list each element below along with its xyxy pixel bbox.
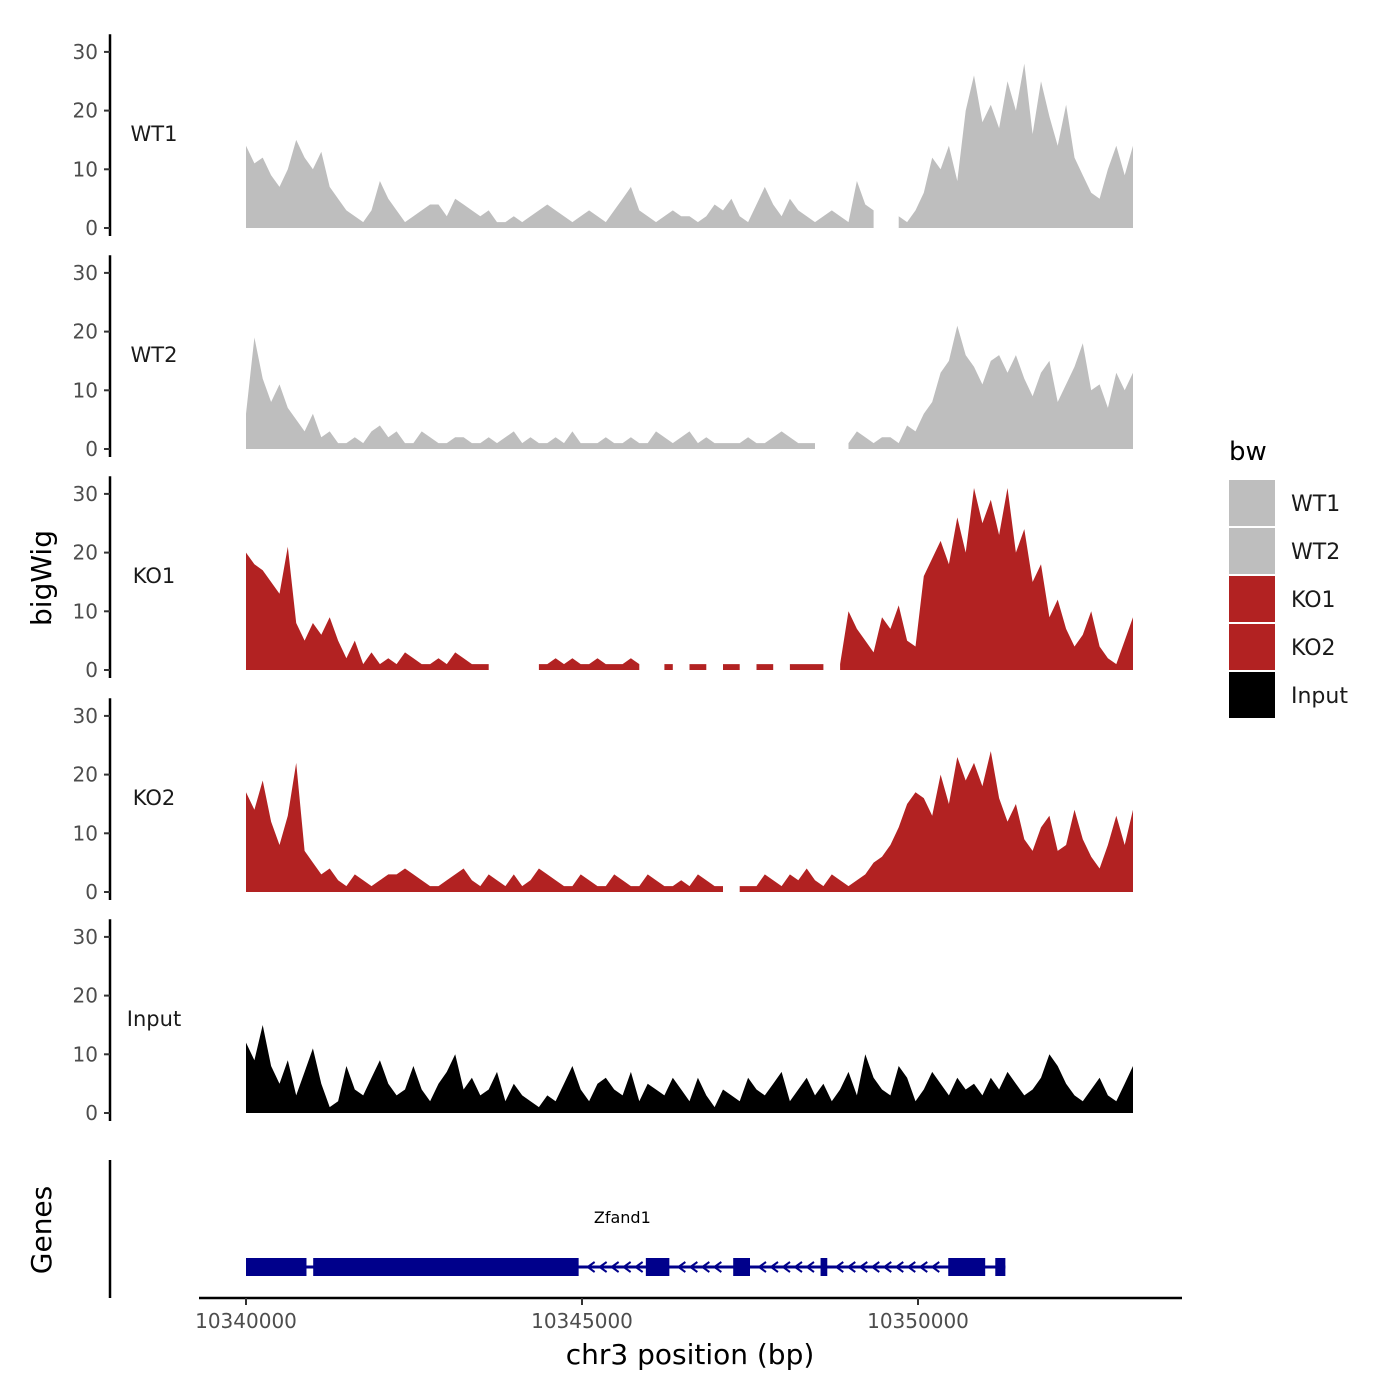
- strand-arrow: [870, 1261, 880, 1273]
- y-tick-label: 20: [73, 99, 98, 123]
- track-ko2: 0 10 20 30 KO2: [73, 698, 1133, 904]
- y-tick-label: 30: [73, 261, 98, 285]
- gene-name-label: Zfand1: [594, 1208, 651, 1227]
- coverage-area-wt1: [246, 139, 874, 228]
- y-tick-label: 10: [73, 378, 98, 402]
- gene-exon: [733, 1258, 750, 1276]
- coverage-tracks: 0 10 20 30 WT1 0 10 20 30 WT2 0 10 20 30 KO1 0 10 20 30 KO2…: [73, 34, 1133, 1125]
- track-label: Input: [127, 1007, 181, 1031]
- coverage-area-ko1: [756, 664, 774, 670]
- genes-axis-title: Genes: [25, 1186, 58, 1274]
- track-label: KO1: [133, 564, 176, 588]
- y-tick-label: 30: [73, 704, 98, 728]
- x-axis-title: chr3 position (bp): [566, 1338, 815, 1371]
- gene-track: Zfand1: [108, 1160, 1006, 1298]
- x-tick-label: 10340000: [195, 1309, 297, 1333]
- gene-exon: [995, 1258, 1006, 1276]
- track-label: KO2: [133, 786, 176, 810]
- y-tick-label: 0: [85, 216, 98, 240]
- y-tick-label: 20: [73, 984, 98, 1008]
- coverage-area-ko2: [246, 762, 723, 892]
- track-wt1: 0 10 20 30 WT1: [73, 34, 1133, 240]
- strand-arrow: [621, 1261, 632, 1273]
- coverage-area-ko1: [789, 664, 824, 670]
- strand-arrow: [597, 1261, 608, 1273]
- gene-exon: [820, 1258, 828, 1276]
- strand-arrow: [906, 1261, 916, 1273]
- y-tick-label: 0: [85, 437, 98, 461]
- y-tick-label: 0: [85, 880, 98, 904]
- y-tick-label: 20: [73, 763, 98, 787]
- legend: bw WT1 WT2 KO1 KO2 Input: [1229, 437, 1348, 718]
- legend-label-wt1: WT1: [1291, 492, 1340, 517]
- coverage-area-ko1: [840, 488, 1133, 670]
- coverage-area-ko2: [739, 751, 1133, 892]
- strand-arrow: [609, 1261, 620, 1273]
- legend-title: bw: [1229, 437, 1267, 467]
- coverage-area-ko1: [538, 658, 640, 670]
- track-input: 0 10 20 30 Input: [73, 919, 1133, 1125]
- strand-arrow: [712, 1261, 722, 1273]
- y-axis-title: bigWig: [25, 530, 58, 626]
- strand-arrow: [633, 1261, 644, 1273]
- coverage-area-ko1: [246, 546, 489, 670]
- x-axis: 10340000 10345000 10350000: [195, 1296, 1182, 1333]
- strand-arrow: [930, 1261, 940, 1273]
- strand-arrow: [793, 1261, 803, 1273]
- y-tick-label: 0: [85, 658, 98, 682]
- coverage-area-wt2: [246, 337, 815, 449]
- coverage-area-ko1: [723, 664, 740, 670]
- coverage-area-ko1: [664, 664, 673, 670]
- legend-label-ko2: KO2: [1291, 636, 1336, 661]
- legend-key-input: [1229, 672, 1275, 718]
- legend-label-ko1: KO1: [1291, 588, 1336, 613]
- legend-key-ko2: [1229, 624, 1275, 670]
- strand-arrow: [882, 1261, 892, 1273]
- coverage-area-input: [246, 1025, 1133, 1113]
- y-tick-label: 20: [73, 320, 98, 344]
- strand-arrow: [757, 1261, 767, 1273]
- track-label: WT1: [131, 122, 178, 146]
- strand-arrow: [846, 1261, 856, 1273]
- track-ko1: 0 10 20 30 KO1: [73, 476, 1133, 682]
- gene-exon: [948, 1258, 986, 1276]
- y-tick-label: 10: [73, 599, 98, 623]
- strand-arrow: [688, 1261, 698, 1273]
- y-tick-label: 0: [85, 1101, 98, 1125]
- y-tick-label: 30: [73, 40, 98, 64]
- y-tick-label: 10: [73, 1042, 98, 1066]
- strand-arrow: [805, 1261, 815, 1273]
- legend-label-wt2: WT2: [1291, 540, 1340, 565]
- x-tick-label: 10350000: [867, 1309, 969, 1333]
- strand-arrow: [700, 1261, 710, 1273]
- coverage-area-wt1: [898, 63, 1133, 228]
- strand-arrow: [676, 1261, 686, 1273]
- coverage-area-wt2: [848, 325, 1133, 449]
- legend-key-ko1: [1229, 576, 1275, 622]
- strand-arrow: [585, 1261, 596, 1273]
- strand-arrow: [769, 1261, 779, 1273]
- y-tick-label: 30: [73, 482, 98, 506]
- y-tick-label: 30: [73, 925, 98, 949]
- y-tick-label: 20: [73, 541, 98, 565]
- y-tick-label: 10: [73, 821, 98, 845]
- x-tick-label: 10345000: [531, 1309, 633, 1333]
- strand-arrow: [834, 1261, 844, 1273]
- track-wt2: 0 10 20 30 WT2: [73, 255, 1133, 461]
- strand-arrow: [894, 1261, 904, 1273]
- strand-arrow: [781, 1261, 791, 1273]
- strand-arrow: [918, 1261, 928, 1273]
- y-tick-label: 10: [73, 157, 98, 181]
- gene-exon: [313, 1258, 579, 1276]
- legend-key-wt1: [1229, 480, 1275, 526]
- gene-exon: [246, 1258, 307, 1276]
- legend-label-input: Input: [1291, 684, 1348, 709]
- legend-key-wt2: [1229, 528, 1275, 574]
- coverage-area-ko1: [689, 664, 707, 670]
- gene-exon: [645, 1258, 670, 1276]
- track-label: WT2: [131, 343, 178, 367]
- strand-arrow: [858, 1261, 868, 1273]
